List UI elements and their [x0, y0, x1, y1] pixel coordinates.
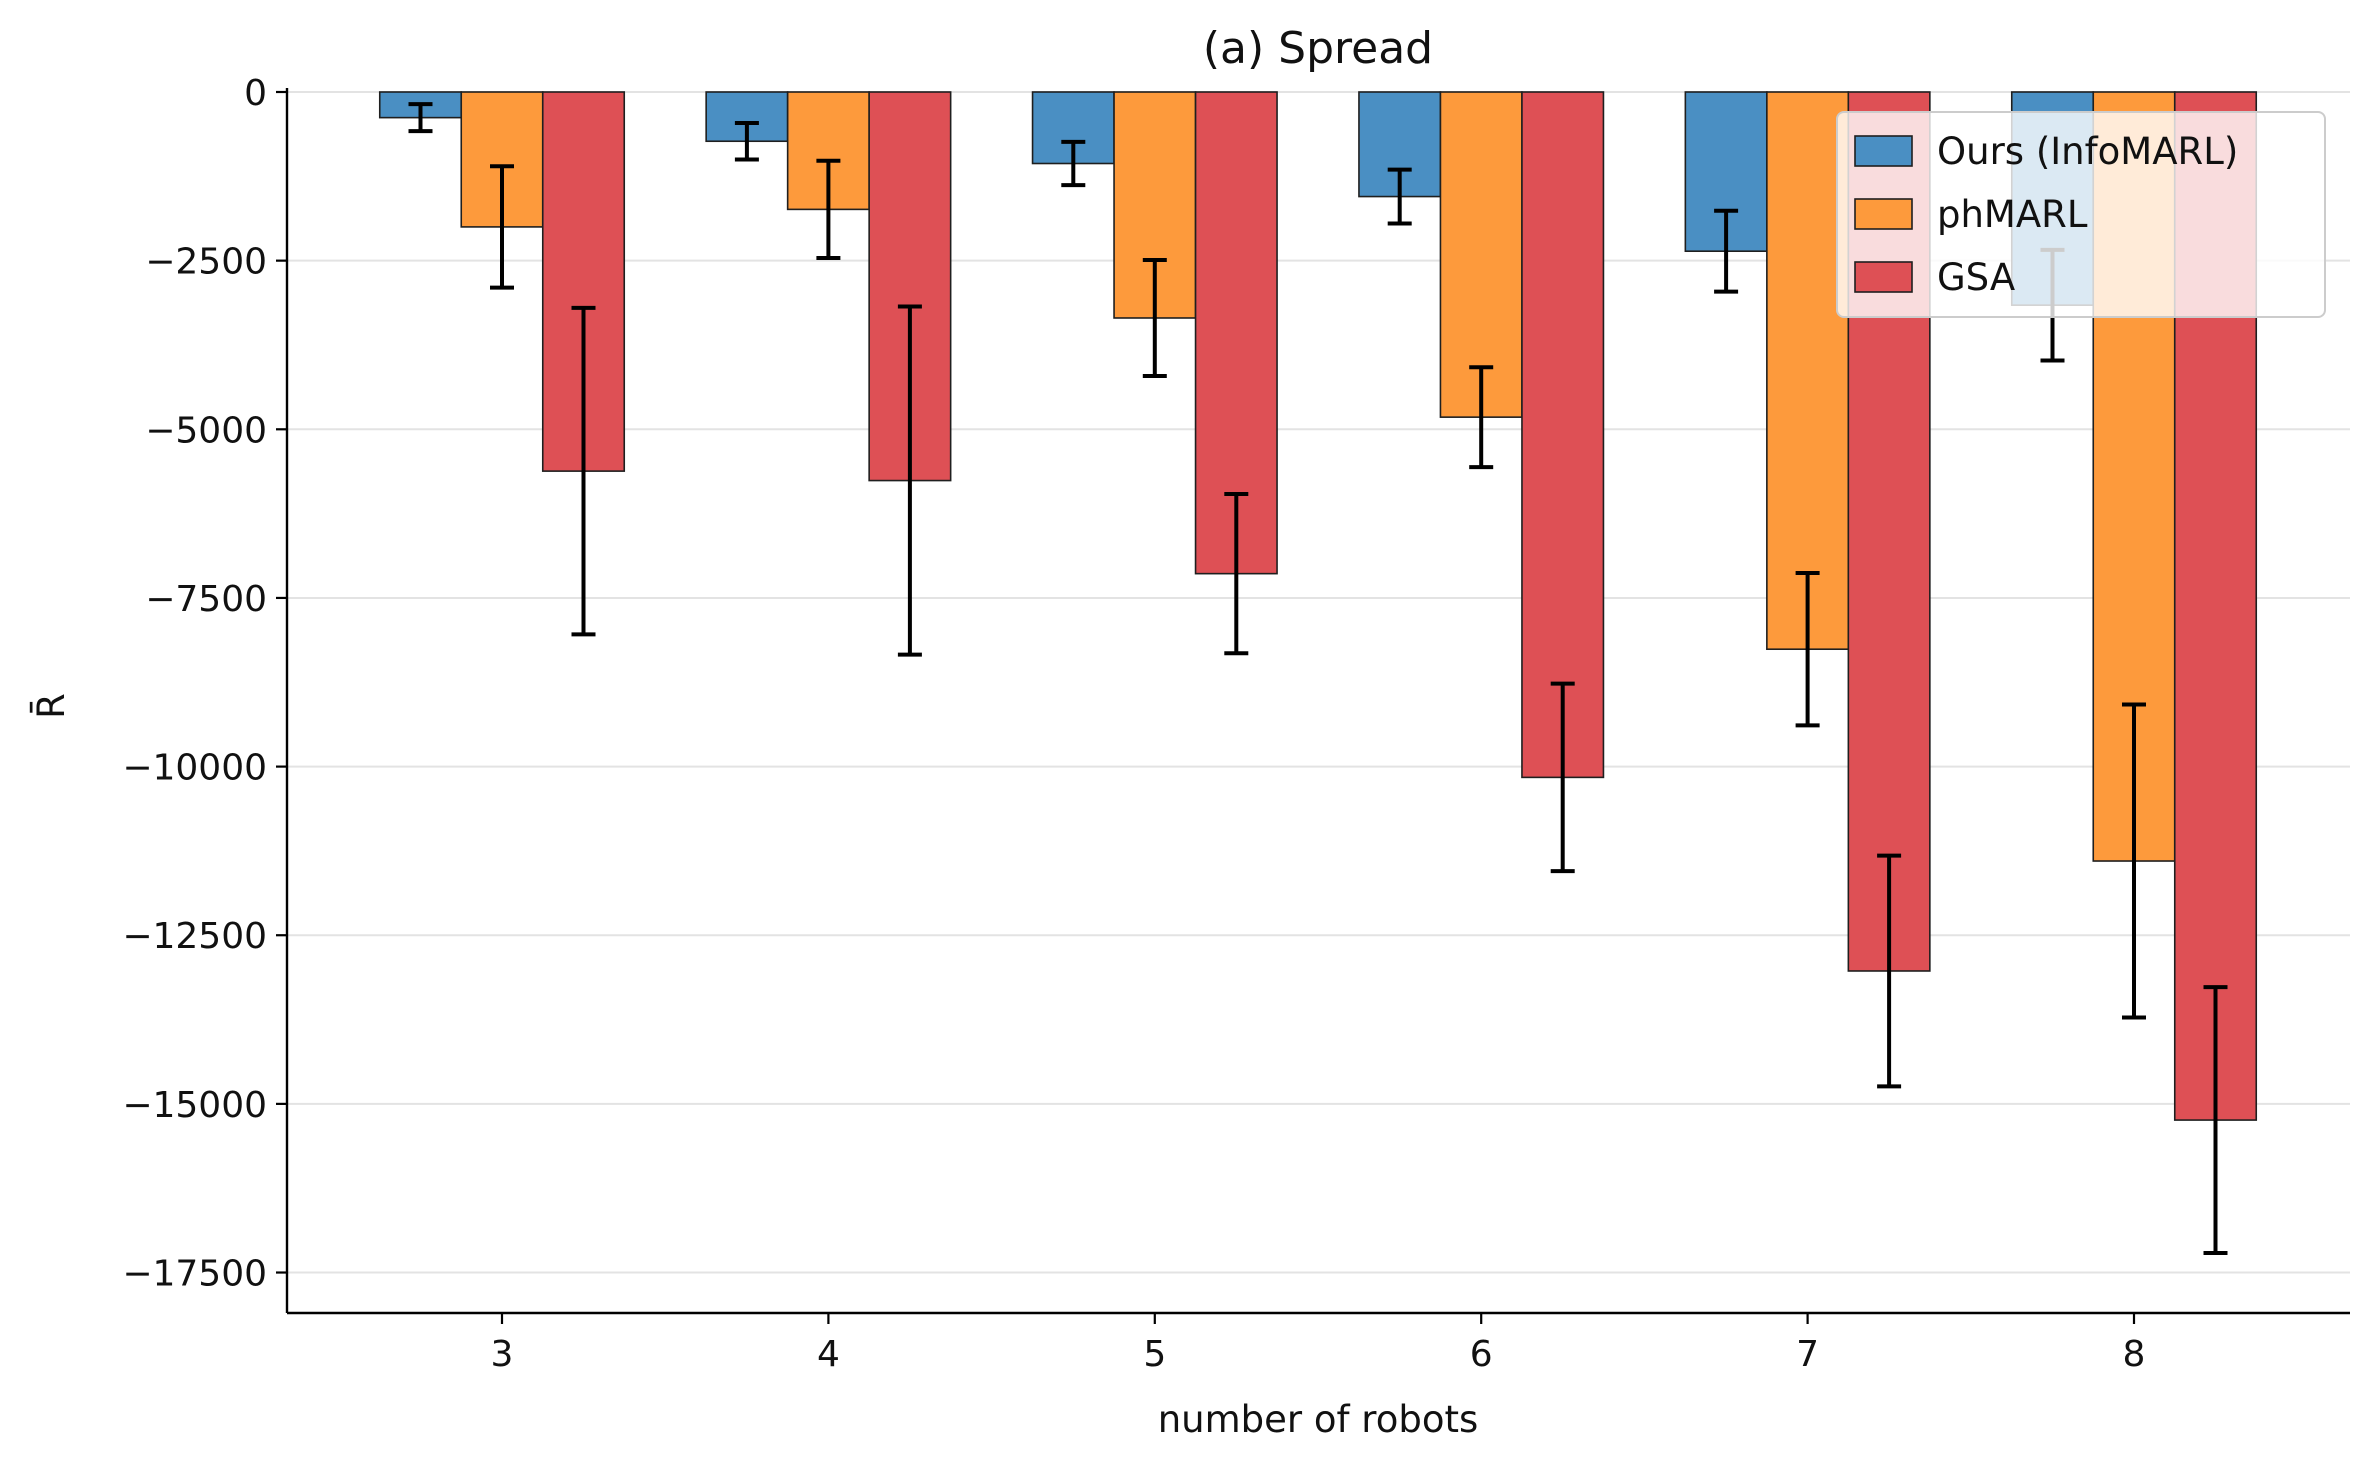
y-tick-label: −2500: [145, 242, 267, 283]
y-tick-label: −7500: [145, 579, 267, 620]
legend-label: phMARL: [1937, 193, 2088, 236]
y-axis-label: R̄: [29, 693, 73, 719]
error-bar: [1795, 570, 1820, 728]
legend-swatch: [1854, 261, 1913, 293]
error-bar: [1877, 853, 1902, 1089]
y-tick-label: 0: [244, 73, 267, 114]
x-tick-label: 3: [491, 1334, 514, 1375]
x-tick-label: 4: [817, 1334, 840, 1375]
legend-frame: [1836, 111, 2326, 318]
x-axis-label: number of robots: [1158, 1398, 1479, 1441]
error-bar: [2203, 985, 2228, 1255]
x-tick-label: 7: [1796, 1334, 1819, 1375]
error-bar: [1387, 167, 1412, 226]
error-bar: [571, 305, 596, 637]
error-bar: [1224, 492, 1249, 656]
axes: [285, 88, 2350, 1315]
error-bar: [408, 102, 433, 134]
bar: [1521, 91, 1605, 779]
x-ticks: 3 4 5 6 7 8: [491, 1313, 2146, 1375]
x-tick-label: 8: [2123, 1334, 2146, 1375]
error-bar: [1061, 139, 1086, 188]
error-bar: [816, 158, 841, 260]
bar: [1439, 91, 1523, 418]
y-tick-label: −17500: [122, 1254, 267, 1295]
legend-swatch: [1854, 135, 1913, 167]
gridlines: [287, 91, 2350, 1274]
legend-label: Ours (InfoMARL): [1937, 130, 2238, 173]
y-tick-label: −15000: [122, 1085, 267, 1126]
legend: Ours (InfoMARL) phMARL GSA: [1836, 111, 2326, 318]
x-tick-label: 5: [1143, 1334, 1166, 1375]
x-tick-label: 6: [1470, 1334, 1493, 1375]
error-bar: [490, 164, 514, 290]
error-bar: [734, 121, 759, 162]
error-bar: [1550, 681, 1575, 874]
chart-title: (a) Spread: [1203, 23, 1433, 74]
error-bar: [1469, 365, 1494, 470]
legend-swatch: [1854, 198, 1913, 230]
error-bar: [2122, 702, 2146, 1020]
error-bar: [897, 304, 922, 657]
y-tick-label: −5000: [145, 410, 267, 451]
y-tick-label: −10000: [122, 748, 267, 789]
bar: [1766, 91, 1850, 651]
error-bar: [1714, 208, 1739, 294]
y-tick-label: −12500: [122, 916, 267, 957]
y-ticks: 0 −2500 −5000 −7500 −10000 −12500 −15000 −17500: [122, 73, 287, 1295]
error-bar: [1142, 257, 1167, 379]
legend-label: GSA: [1937, 256, 2015, 299]
